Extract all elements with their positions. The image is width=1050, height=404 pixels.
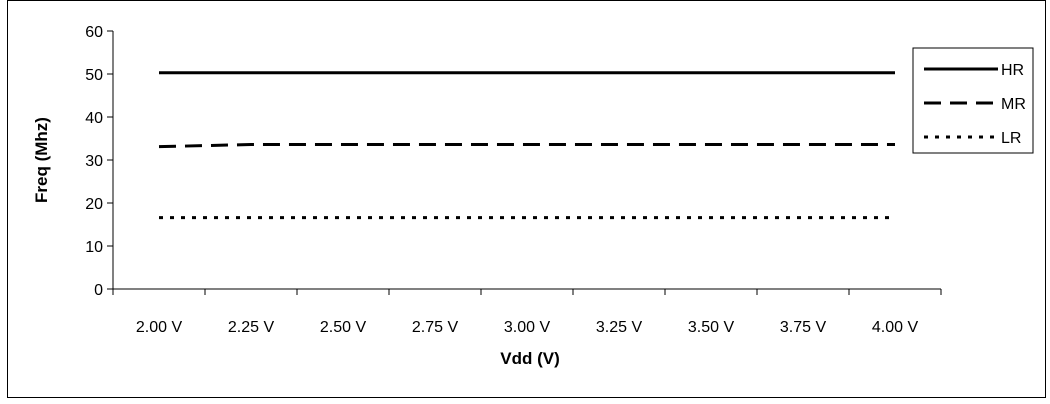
x-tick-label: 3.00 V (504, 319, 551, 336)
chart-frame: 0 10 20 30 40 50 60 2.00 V 2.25 V 2.50 V 2.75 V 3.… (7, 0, 1046, 398)
y-tick-label: 20 (85, 196, 103, 213)
x-axis-title: Vdd (V) (500, 349, 560, 368)
y-tick-label: 40 (85, 110, 103, 127)
y-tick-label: 30 (85, 153, 103, 170)
y-tick-label: 0 (94, 282, 103, 299)
x-tick-label: 2.25 V (228, 319, 275, 336)
line-chart: 0 10 20 30 40 50 60 2.00 V 2.25 V 2.50 V 2.75 V 3.… (32, 24, 1034, 368)
legend-box (912, 47, 1034, 154)
x-tick-label: 3.75 V (780, 319, 827, 336)
legend-label-hr: HR (1001, 62, 1024, 79)
legend: HR MR LR (912, 47, 1034, 154)
legend-label-lr: LR (1001, 130, 1021, 147)
y-tick-label: 50 (85, 67, 103, 84)
x-tick-label: 2.00 V (136, 319, 183, 336)
x-tick-label: 2.75 V (412, 319, 459, 336)
x-tick-label: 4.00 V (872, 319, 919, 336)
y-ticks: 0 10 20 30 40 50 60 (85, 24, 113, 299)
x-tick-label: 3.50 V (688, 319, 735, 336)
x-tick-label: 3.25 V (596, 319, 643, 336)
y-tick-label: 10 (85, 239, 103, 256)
y-tick-label: 60 (85, 24, 103, 41)
axes (112, 31, 941, 290)
x-ticks: 2.00 V 2.25 V 2.50 V 2.75 V 3.00 V 3.25 V 3.50… (112, 289, 942, 336)
series-lines (158, 71, 895, 220)
y-axis-title: Freq (Mhz) (32, 117, 51, 203)
series-line-mr (158, 143, 895, 149)
x-tick-label: 2.50 V (320, 319, 367, 336)
legend-label-mr: MR (1001, 96, 1026, 113)
